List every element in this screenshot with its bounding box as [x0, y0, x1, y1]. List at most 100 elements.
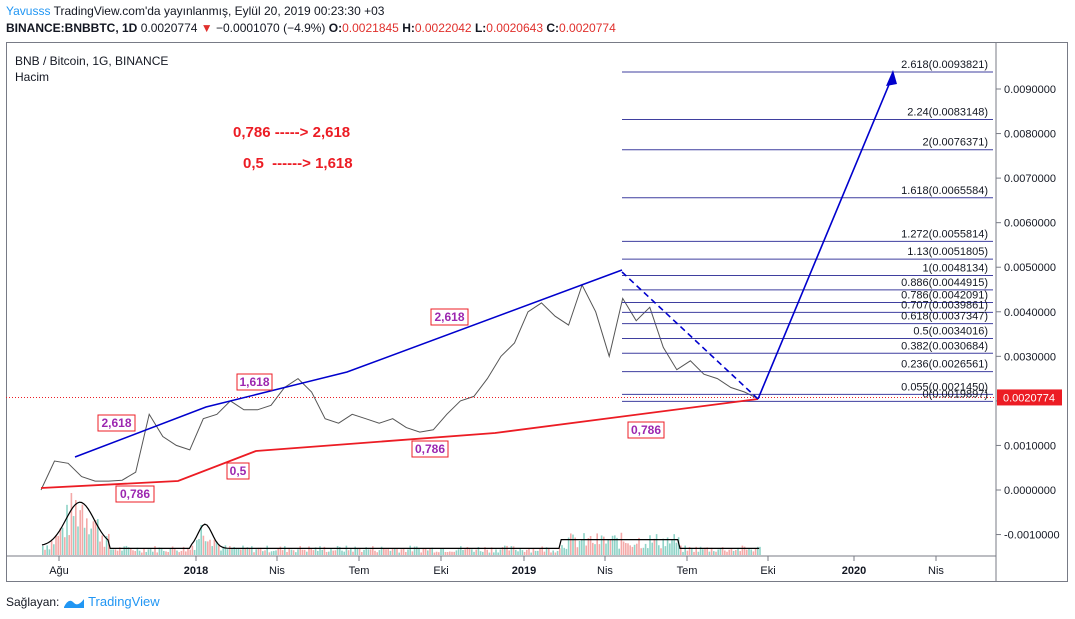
- volume-bar: [46, 545, 48, 555]
- projection-arrow[interactable]: [757, 74, 894, 400]
- volume-bar: [528, 548, 530, 555]
- volume-bar: [464, 549, 466, 555]
- volume-bar: [380, 546, 383, 555]
- volume-bar: [125, 545, 128, 555]
- volume-bar: [215, 541, 218, 555]
- volume-bar: [664, 546, 667, 555]
- volume-bar: [567, 537, 570, 555]
- price-axis[interactable]: 0.0090000 0.0080000 0.0070000 0.0060000 0.00…: [996, 84, 1060, 542]
- volume-bar: [614, 535, 616, 555]
- volume-bar: [534, 550, 537, 555]
- volume-bar: [673, 534, 675, 555]
- volume-bar: [328, 551, 330, 555]
- volume-bar: [57, 535, 59, 555]
- volume-bar: [163, 550, 165, 555]
- volume-bar: [193, 549, 196, 555]
- wave-label-box: [411, 440, 449, 458]
- volume-bar: [596, 533, 598, 555]
- volume-bar: [171, 546, 174, 555]
- volume-bar: [754, 548, 757, 555]
- volume-bar: [251, 546, 253, 555]
- volume-bar: [114, 549, 117, 555]
- volume-bar: [587, 538, 590, 555]
- x-tick-label: Ağu: [49, 565, 69, 577]
- volume-bar: [473, 551, 475, 555]
- last-price-badge: [997, 389, 1062, 406]
- volume-bar: [570, 533, 572, 555]
- time-axis[interactable]: Ağu 2018 Nis Tem Eki 2019 Nis Tem Eki 2020 Nis: [49, 556, 944, 577]
- chart-frame[interactable]: [6, 42, 1068, 582]
- volume-bar: [94, 520, 97, 555]
- upper-trendline[interactable]: [74, 269, 623, 458]
- volume-bar: [92, 521, 95, 555]
- volume-bar: [264, 550, 266, 555]
- volume-bar: [394, 548, 396, 555]
- author-link[interactable]: Yavusss: [6, 4, 51, 18]
- volume-bar: [541, 546, 543, 555]
- volume-bar: [486, 549, 488, 555]
- volume-bar: [86, 518, 88, 555]
- tradingview-link[interactable]: TradingView: [88, 594, 160, 609]
- volume-bar: [532, 548, 535, 555]
- volume-bar: [363, 549, 365, 555]
- volume-bar: [748, 548, 750, 555]
- volume-bar: [352, 551, 354, 555]
- volume-bar: [455, 550, 458, 555]
- volume-bar: [383, 548, 385, 555]
- y-tick-label: 0.0080000: [1004, 129, 1056, 141]
- volume-bar: [354, 546, 356, 555]
- volume-bar: [594, 544, 596, 555]
- volume-bar: [132, 550, 134, 555]
- volume-bar: [105, 536, 108, 555]
- volume-bar: [301, 549, 304, 555]
- volume-bar: [343, 551, 345, 555]
- volume-bar: [235, 548, 238, 555]
- volume-bar: [477, 546, 480, 555]
- x-tick-label: Nis: [597, 565, 613, 577]
- volume-bar: [378, 550, 381, 555]
- volume-bar: [402, 548, 405, 555]
- volume-bar: [451, 551, 453, 555]
- low-label: L:: [474, 21, 487, 35]
- volume-bar: [240, 549, 242, 555]
- volume-bar: [640, 548, 642, 555]
- volume-bar: [325, 551, 328, 555]
- fib-extension[interactable]: 2.618(0.0093821) 2.24(0.0083148) 2(0.00763…: [622, 59, 993, 402]
- volume-bar: [523, 551, 526, 555]
- fib-level-label: 1.13(0.0051805): [907, 246, 988, 258]
- wave-labels: 2,618 0,786 0,5 1,618 2,618 0,786 0,786: [97, 308, 665, 503]
- x-tick-label: Nis: [928, 565, 944, 577]
- volume-bar: [174, 549, 176, 555]
- volume-bar: [686, 550, 689, 555]
- volume-bar: [539, 548, 541, 555]
- correction-dashed-line[interactable]: [621, 271, 759, 400]
- volume-bar: [222, 546, 224, 555]
- volume-bar: [752, 551, 755, 555]
- wave-label-text: 0,786: [415, 442, 445, 456]
- volume-bar: [204, 541, 207, 555]
- volume-bar: [42, 546, 44, 555]
- y-tick-label: 0.0030000: [1004, 351, 1056, 363]
- volume-bar: [581, 539, 583, 555]
- fib-level-label: 0.382(0.0030684): [901, 340, 988, 352]
- volume-bar: [64, 537, 66, 555]
- volume-bar: [270, 551, 273, 555]
- volume-bar: [180, 550, 183, 555]
- x-tick-label: Tem: [349, 565, 370, 577]
- volume-bar: [369, 549, 372, 555]
- lower-trendline[interactable]: [40, 398, 759, 489]
- volume-bar: [649, 535, 651, 555]
- volume-bar: [499, 549, 502, 555]
- volume-bar: [704, 547, 706, 555]
- volume-bar: [191, 545, 194, 555]
- wave-label-text: 0,786: [631, 423, 661, 437]
- volume-bar: [446, 552, 449, 555]
- fib-level-label: 0.236(0.0026561): [901, 359, 988, 371]
- wave-label-text: 2,618: [101, 416, 131, 430]
- volume-bar: [517, 551, 519, 555]
- volume-bar: [336, 545, 339, 555]
- volume-bar: [675, 542, 678, 555]
- y-tick-label: 0.0040000: [1004, 307, 1056, 319]
- volume-bar: [347, 550, 350, 555]
